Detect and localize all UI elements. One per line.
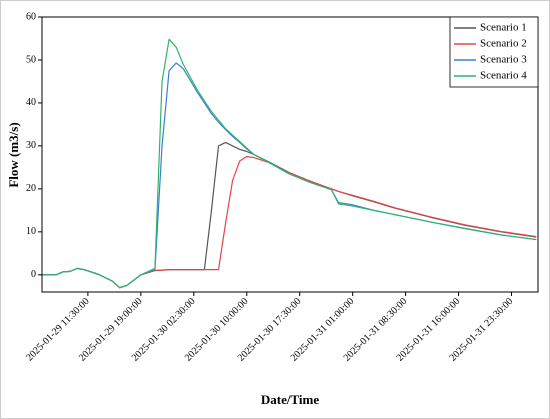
y-tick-label: 50 [26,54,36,65]
legend-label: Scenario 4 [480,70,527,82]
y-tick-label: 30 [26,140,36,151]
series-line [42,38,537,289]
y-tick-label: 10 [26,226,36,237]
legend-label: Scenario 1 [480,22,527,34]
y-tick-label: 0 [31,269,36,280]
plot-frame [41,16,539,293]
y-tick-label: 60 [26,11,36,22]
x-axis-label: Date/Time [261,392,319,407]
y-tick-label: 20 [26,183,36,194]
legend-label: Scenario 2 [480,38,527,50]
legend-label: Scenario 3 [480,54,527,66]
y-axis-label: Flow (m3/s) [6,122,21,187]
y-tick-label: 40 [26,97,36,108]
